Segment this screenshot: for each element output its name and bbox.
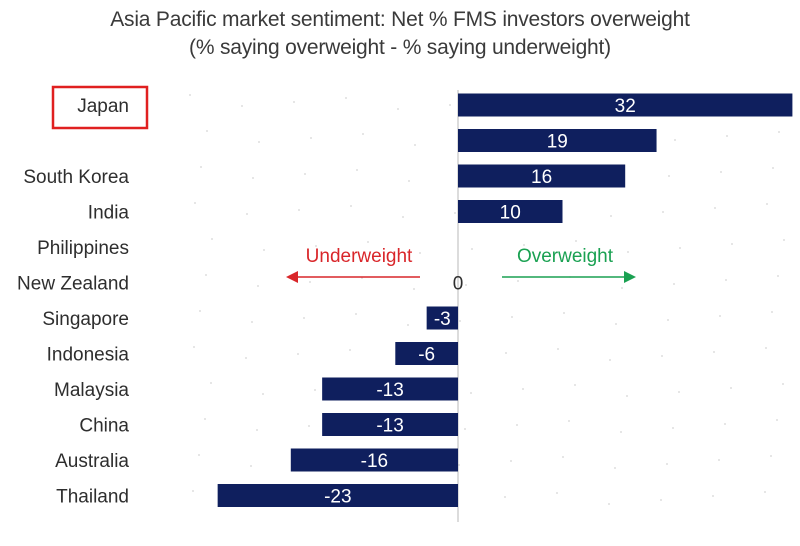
chart-subtitle: (% saying overweight - % saying underwei… [189, 36, 611, 59]
bar [217, 484, 458, 507]
overweight-label: Overweight [517, 246, 614, 267]
overweight-arrow-head-icon [624, 271, 636, 283]
bar [322, 377, 458, 401]
data-label: -3 [434, 309, 451, 330]
underweight-label: Underweight [306, 246, 413, 267]
bar [458, 93, 793, 117]
data-label: 19 [547, 132, 568, 153]
bar [426, 306, 458, 330]
background-dots [189, 94, 785, 506]
data-label: 32 [615, 96, 636, 117]
bar [458, 200, 563, 223]
chart-title: Asia Pacific market sentiment: Net % FMS… [110, 8, 690, 31]
zero-label: 0 [453, 274, 464, 295]
data-label: -6 [418, 345, 435, 366]
data-label: -13 [376, 380, 403, 401]
category-label: Philippines [37, 238, 129, 259]
data-label: 16 [531, 167, 552, 188]
bar [458, 129, 657, 152]
highlight-box [51, 85, 149, 130]
category-label: New Zealand [17, 274, 129, 295]
bar [458, 164, 626, 188]
bar [395, 342, 458, 365]
category-label: India [88, 203, 130, 224]
category-label: Japan [77, 96, 129, 117]
category-label: Singapore [42, 309, 129, 330]
category-label: Indonesia [47, 345, 130, 366]
underweight-arrow-head-icon [286, 271, 298, 283]
category-label: Thailand [56, 487, 129, 508]
data-label: -23 [324, 487, 351, 508]
bar [322, 413, 458, 436]
data-label: -16 [361, 451, 388, 472]
bar [290, 448, 458, 472]
category-label: Malaysia [54, 380, 129, 401]
data-label: -13 [376, 416, 403, 437]
category-label: Australia [55, 451, 129, 472]
category-label: South Korea [23, 167, 129, 188]
category-label: China [79, 416, 129, 437]
data-label: 10 [500, 203, 521, 224]
